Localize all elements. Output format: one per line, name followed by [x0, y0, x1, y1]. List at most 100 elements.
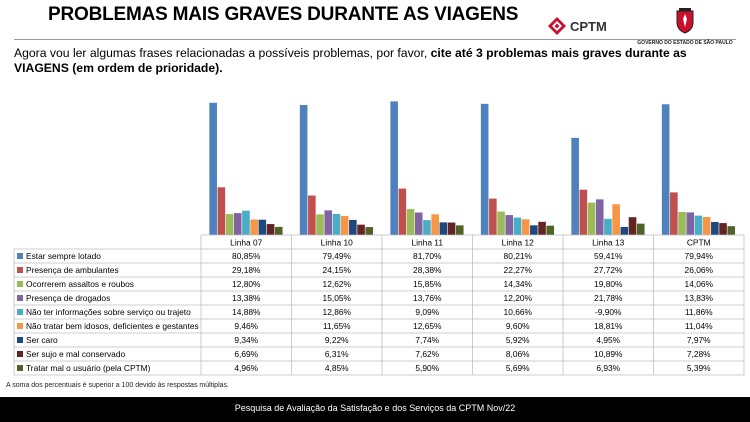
data-label: 6,31% [325, 349, 349, 359]
bar [678, 212, 686, 235]
bar [604, 218, 612, 235]
bar [233, 213, 242, 235]
bar [505, 215, 514, 235]
data-label: 4,96% [234, 363, 258, 373]
bar [497, 211, 505, 235]
data-label: 9,46% [234, 321, 258, 331]
data-label: 4,85% [325, 363, 349, 373]
data-label: 11,04% [685, 321, 713, 331]
bar [414, 212, 423, 235]
data-label: 9,60% [506, 321, 530, 331]
bar [209, 102, 217, 235]
bar [620, 226, 629, 235]
data-label: 7,28% [687, 349, 711, 359]
legend-swatch [17, 253, 23, 259]
bar [571, 137, 579, 235]
legend-label: Ser sujo e mal conservado [26, 349, 125, 359]
bar [340, 215, 349, 235]
government-logo: GOVERNO DO ESTADO DE SÃO PAULO [626, 8, 744, 46]
category-label: Linha 11 [411, 238, 443, 248]
data-label: 14,06% [685, 279, 714, 289]
bar [439, 222, 448, 235]
data-label: 59,41% [594, 251, 623, 261]
data-label: 24,15% [323, 265, 352, 275]
bar [299, 105, 308, 235]
legend-label: Presença de drogados [26, 293, 110, 303]
data-label: 7,97% [687, 335, 711, 345]
bar [546, 225, 555, 235]
legend-swatch [17, 295, 23, 301]
cptm-brand-text: CPTM [570, 18, 607, 34]
bar [670, 192, 678, 235]
data-label: 15,05% [323, 293, 352, 303]
bar [431, 214, 439, 235]
bar [455, 225, 464, 235]
bar [406, 209, 415, 235]
bar [365, 227, 374, 235]
bar [530, 225, 538, 235]
title-divider [14, 39, 736, 40]
data-label: 80,21% [504, 251, 533, 261]
data-label: 12,65% [413, 321, 442, 331]
legend-label: Presença de ambulantes [26, 265, 119, 275]
data-label: 12,62% [323, 279, 352, 289]
data-label: 5,90% [415, 363, 439, 373]
bar [702, 216, 711, 235]
legend-label: Não tratar bem idosos, deficientes e ges… [26, 321, 199, 331]
legend-label: Ocorrerem assaltos e roubos [26, 279, 134, 289]
bar [225, 214, 234, 235]
government-label: GOVERNO DO ESTADO DE SÃO PAULO [637, 40, 733, 46]
data-label: 29,18% [232, 265, 261, 275]
bar [242, 210, 250, 235]
data-label: 81,70% [413, 251, 442, 261]
data-label: 10,66% [504, 307, 533, 317]
bar [423, 220, 431, 235]
legend-label: Ser caro [26, 335, 58, 345]
bar [612, 204, 620, 235]
data-label: 27,72% [594, 265, 623, 275]
bar [636, 223, 645, 235]
legend-swatch [17, 365, 23, 371]
data-label: 6,69% [234, 349, 258, 359]
data-label: 4,95% [596, 335, 620, 345]
bar [513, 217, 522, 235]
data-label: 13,76% [413, 293, 442, 303]
data-label: 9,09% [415, 307, 439, 317]
bar [258, 219, 267, 235]
page-title: PROBLEMAS MAIS GRAVES DURANTE AS VIAGENS [48, 4, 519, 25]
data-label: 10,89% [594, 349, 623, 359]
data-label: 13,83% [685, 293, 714, 303]
data-label: 19,80% [594, 279, 623, 289]
bar [274, 226, 283, 235]
data-label: 5,39% [687, 363, 711, 373]
data-label: 9,34% [234, 335, 258, 345]
legend-swatch [17, 323, 23, 329]
bar [521, 219, 530, 235]
bar [538, 221, 546, 235]
bar [250, 219, 258, 235]
legend-swatch [17, 267, 23, 273]
data-label: 6,93% [596, 363, 620, 373]
footnote: A soma dos percentuais é superior a 100 … [6, 382, 229, 389]
legend-label: Estar sempre lotado [26, 251, 101, 261]
bar [686, 212, 695, 235]
data-label: 14,34% [504, 279, 533, 289]
bar [332, 213, 341, 235]
bar [266, 224, 275, 235]
legend-label: Não ter informações sobre serviço ou tra… [26, 307, 191, 317]
bar [711, 221, 719, 235]
data-label: 12,80% [232, 279, 261, 289]
legend-swatch [17, 351, 23, 357]
footer-bar: Pesquisa de Avaliação da Satisfação e do… [0, 397, 750, 422]
data-label: 79,94% [685, 251, 714, 261]
bar [628, 217, 637, 235]
bar [661, 104, 670, 235]
bar [489, 198, 497, 235]
bar [447, 222, 456, 235]
data-label: 11,86% [685, 307, 713, 317]
legend-label: Tratar mal o usuário (pela CPTM) [26, 363, 151, 373]
bar [349, 219, 357, 235]
sao-paulo-crest-icon [676, 8, 694, 34]
question-text: Agora vou ler algumas frases relacionada… [14, 46, 738, 76]
bar [719, 223, 727, 235]
